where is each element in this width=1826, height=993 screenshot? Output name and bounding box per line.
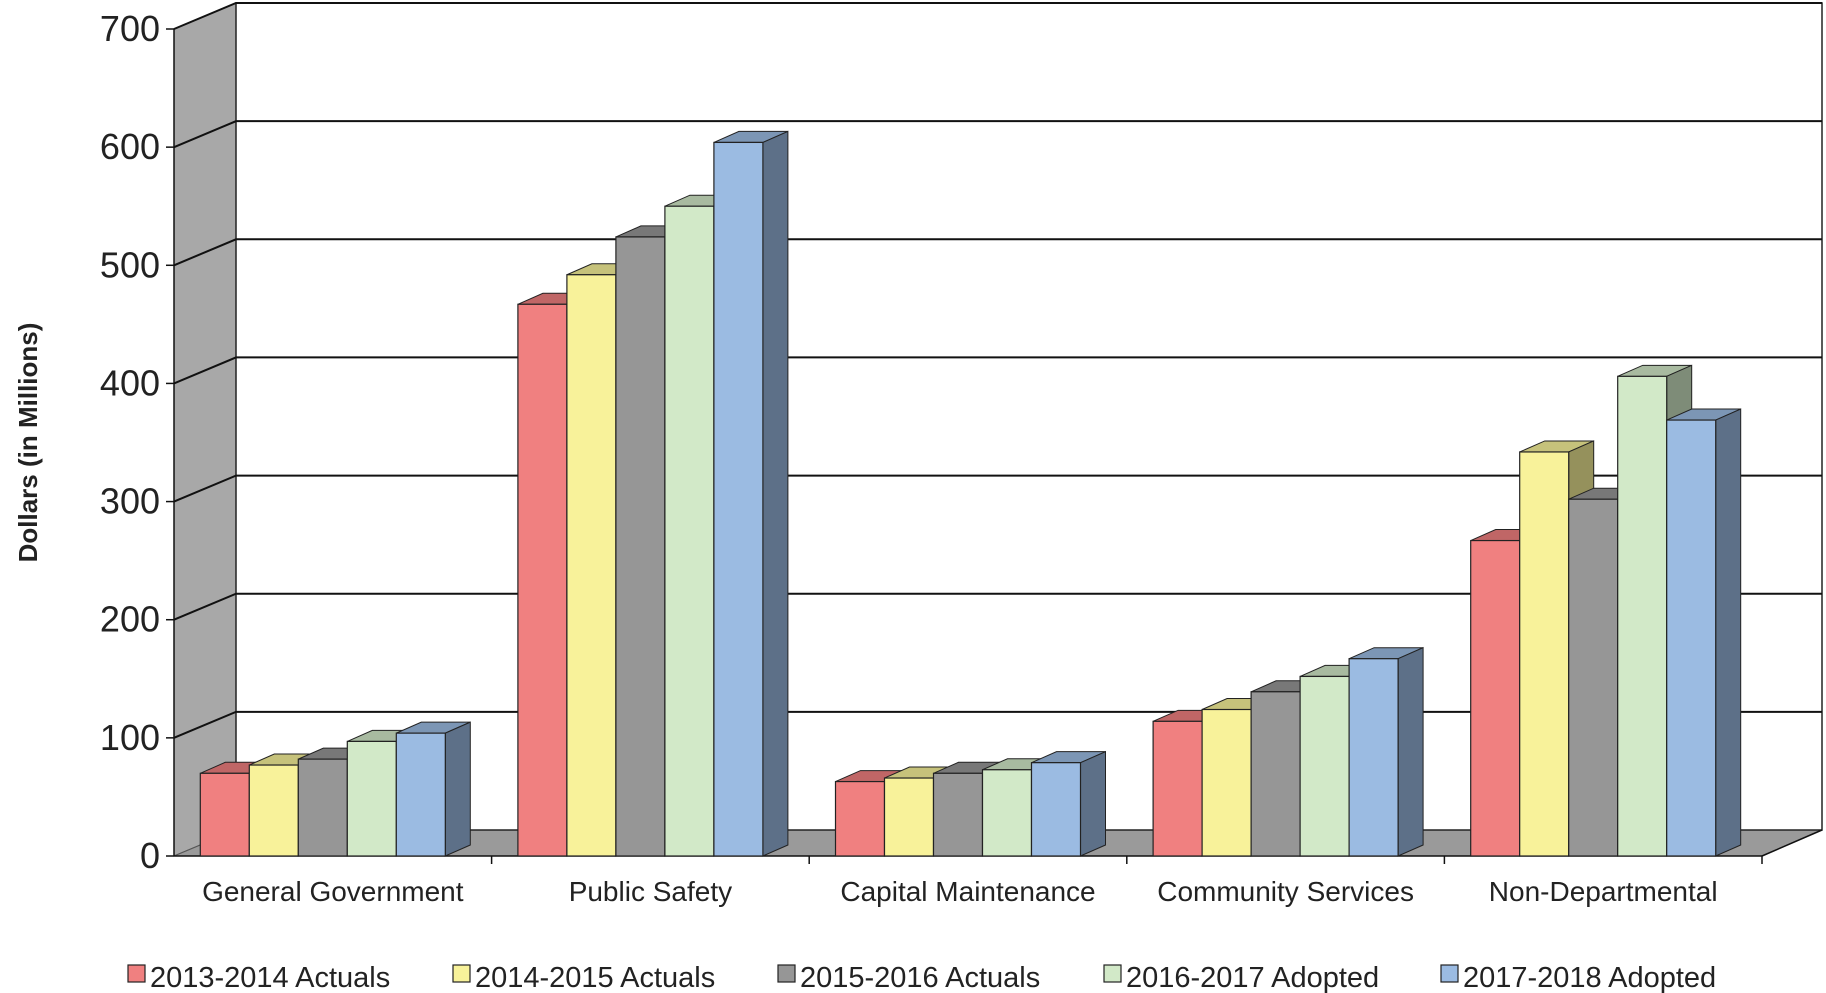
- bar-front: [1152, 720, 1203, 857]
- gridline: [173, 474, 1822, 503]
- legend-item: 2015-2016 Actuals: [777, 962, 1040, 993]
- y-tick-label: 700: [100, 8, 160, 49]
- legend-swatch: [1440, 964, 1459, 983]
- legend-label: 2014-2015 Actuals: [475, 962, 715, 993]
- bar-front: [1666, 419, 1717, 857]
- bar-front: [932, 772, 984, 857]
- gridline: [173, 356, 1822, 385]
- bar: [1030, 750, 1106, 857]
- bar-side: [1715, 408, 1742, 857]
- bar: [395, 721, 471, 857]
- x-tick-label: Public Safety: [569, 876, 732, 907]
- bar-front: [1348, 658, 1399, 857]
- legend-label: 2015-2016 Actuals: [800, 962, 1040, 993]
- bar-front: [248, 764, 299, 857]
- bar-front: [1030, 762, 1082, 857]
- y-tick-label: 0: [140, 835, 160, 876]
- bar-side: [762, 130, 789, 857]
- bar-front: [297, 758, 348, 857]
- legend-label: 2013-2014 Actuals: [150, 962, 390, 993]
- y-tick-label: 400: [100, 362, 160, 403]
- x-tick-label: Non-Departmental: [1489, 876, 1718, 907]
- bar-front: [517, 303, 568, 857]
- legend: 2013-2014 Actuals 2014-2015 Actuals 2015-2…: [127, 962, 1716, 993]
- y-tick-label: 100: [100, 717, 160, 758]
- bar-side: [444, 721, 471, 857]
- gridline: [173, 238, 1822, 267]
- x-tick-label: Community Services: [1157, 876, 1414, 907]
- bar-front: [199, 772, 250, 857]
- labels: 0 100 200 300 400 500 600 700 Dollars (in Millio…: [13, 8, 1718, 907]
- legend-item: 2013-2014 Actuals: [127, 962, 390, 993]
- bar-front: [834, 780, 886, 857]
- bar-front: [1201, 708, 1252, 857]
- legend-item: 2017-2018 Adopted: [1440, 962, 1716, 993]
- y-tick-label: 300: [100, 481, 160, 522]
- bar-front: [713, 141, 764, 857]
- bar: [1348, 646, 1424, 857]
- bar-front: [981, 769, 1033, 857]
- gridline: [173, 120, 1822, 149]
- side-wall: [173, 2, 237, 857]
- y-tick-label: 200: [100, 599, 160, 640]
- legend-swatch: [1103, 964, 1122, 983]
- bar-front: [883, 777, 935, 857]
- bar-front: [1299, 675, 1350, 857]
- bar-front: [1250, 691, 1301, 857]
- bar-front: [395, 732, 446, 857]
- bar: [713, 130, 789, 857]
- bar-side: [1080, 750, 1106, 857]
- bar-front: [664, 205, 715, 857]
- bar-front: [1470, 539, 1521, 857]
- bar-front: [1519, 451, 1570, 857]
- legend-swatch: [452, 964, 471, 983]
- bar-front: [1568, 498, 1619, 857]
- y-axis-label: Dollars (in Millions): [13, 323, 43, 563]
- legend-swatch: [127, 964, 146, 983]
- x-axis-depth: [1761, 829, 1823, 857]
- bar-side: [1397, 646, 1424, 857]
- bars: [199, 130, 1742, 857]
- legend-label: 2016-2017 Adopted: [1126, 962, 1379, 993]
- bar-front: [615, 236, 666, 857]
- bar: [1666, 408, 1742, 857]
- bar-front: [346, 740, 397, 857]
- bar-front: [566, 274, 617, 857]
- x-tick-label: General Government: [202, 876, 464, 907]
- gridline: [173, 2, 1822, 30]
- legend-item: 2016-2017 Adopted: [1103, 962, 1379, 993]
- x-tick-label: Capital Maintenance: [840, 876, 1095, 907]
- gridline: [173, 592, 1822, 621]
- bar-front: [1617, 375, 1668, 857]
- legend-label: 2017-2018 Adopted: [1463, 962, 1716, 993]
- y-tick-label: 600: [100, 126, 160, 167]
- gridlines: [173, 2, 1822, 739]
- legend-item: 2014-2015 Actuals: [452, 962, 715, 993]
- legend-swatch: [777, 964, 796, 983]
- y-tick-label: 500: [100, 244, 160, 285]
